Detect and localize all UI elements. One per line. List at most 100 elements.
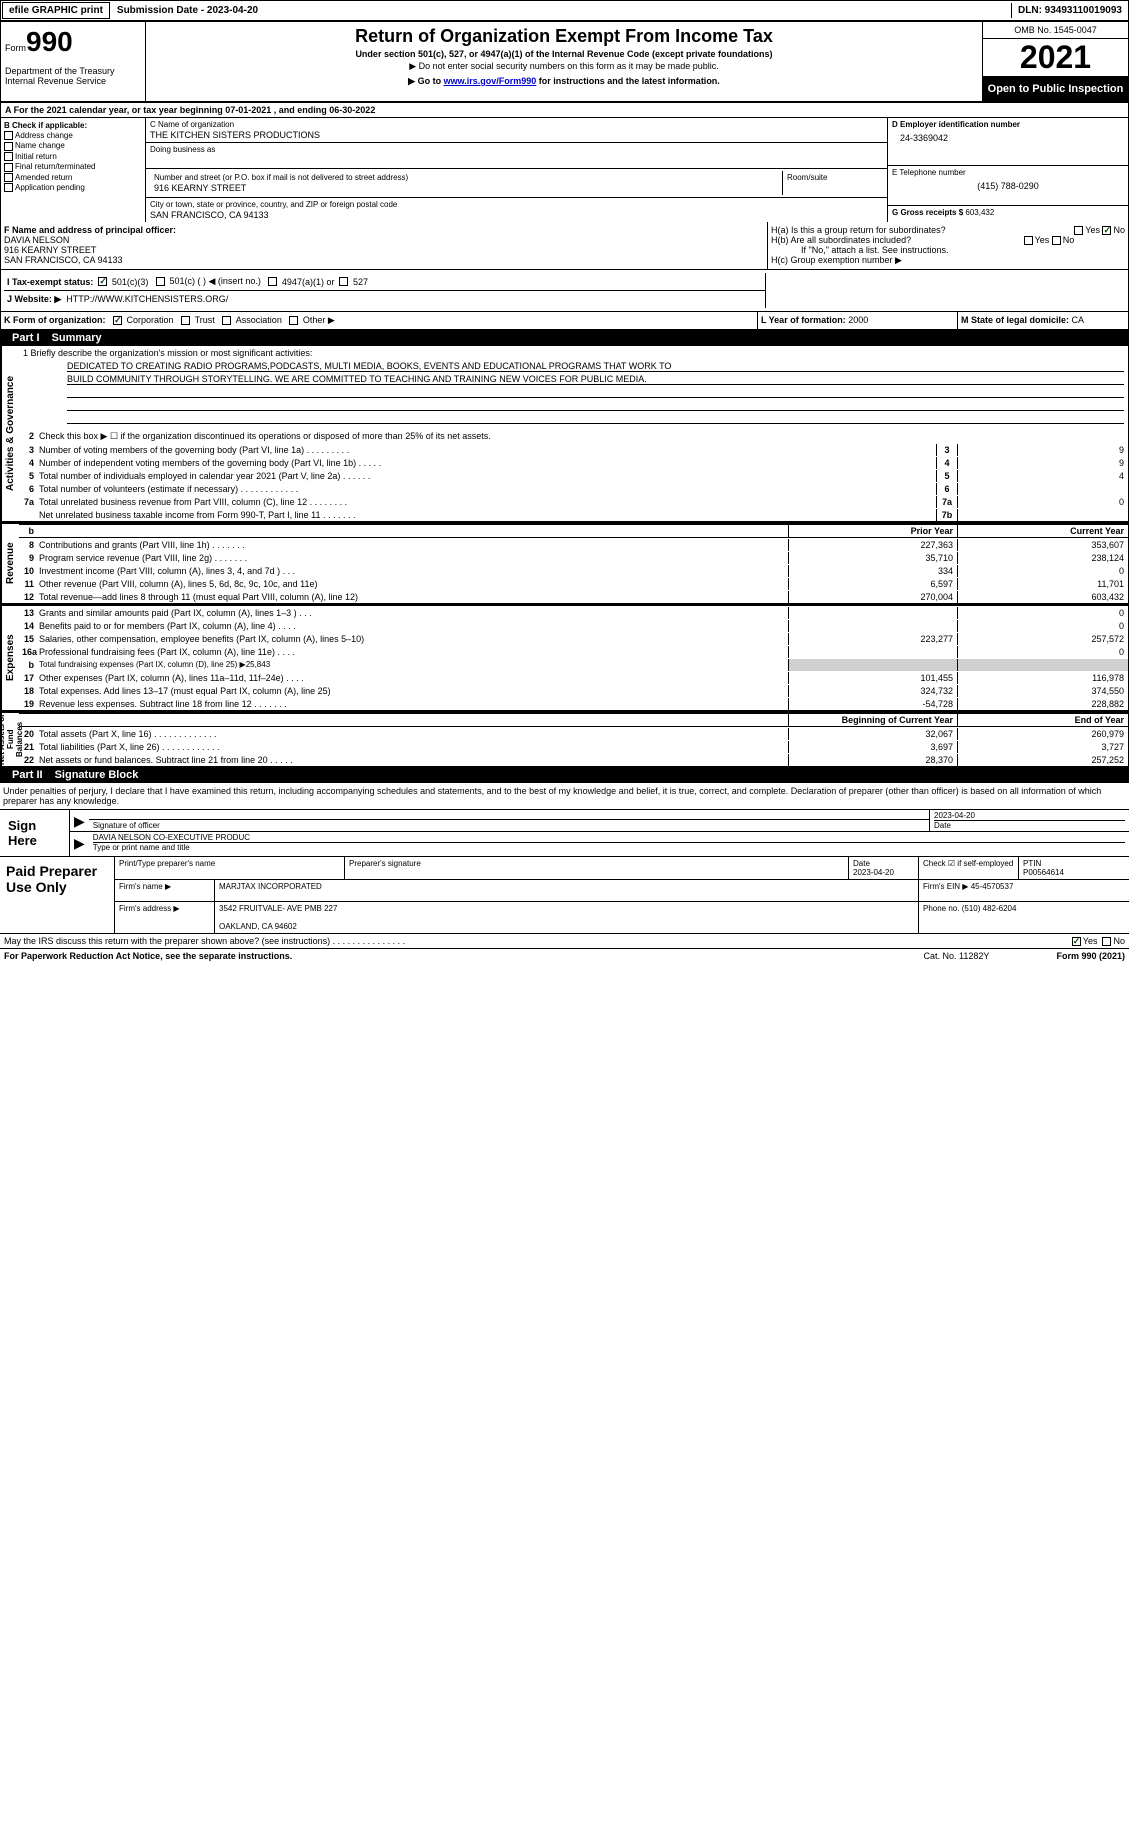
chk-527[interactable] <box>339 277 348 286</box>
I-label: I Tax-exempt status: <box>7 277 93 287</box>
line-6: 6Total number of volunteers (estimate if… <box>19 482 1128 495</box>
chk-501c[interactable] <box>156 277 165 286</box>
sidelabel-na: Net Assets or Fund Balances <box>1 713 19 766</box>
form-header: Form990 Department of the Treasury Inter… <box>0 21 1129 102</box>
part1-na: Net Assets or Fund Balances Beginning of… <box>0 711 1129 767</box>
M-label: M State of legal domicile: <box>961 315 1069 325</box>
Hb-note: If "No," attach a list. See instructions… <box>771 245 1125 255</box>
Hb-yes[interactable] <box>1024 236 1033 245</box>
line-18: 18Total expenses. Add lines 13–17 (must … <box>19 684 1128 697</box>
sig-declaration: Under penalties of perjury, I declare th… <box>0 783 1129 810</box>
sidelabel-exp: Expenses <box>1 606 19 710</box>
J-label: J Website: ▶ <box>7 294 61 304</box>
paid-row3: Firm's address ▶ 3542 FRUITVALE- AVE PMB… <box>115 902 1129 933</box>
year-formation: 2000 <box>848 315 868 325</box>
open-to-public: Open to Public Inspection <box>983 77 1128 101</box>
Ha-yes[interactable] <box>1074 226 1083 235</box>
Hb-no[interactable] <box>1052 236 1061 245</box>
row-KLM: K Form of organization: Corporation Trus… <box>0 312 1129 330</box>
mission-line1: DEDICATED TO CREATING RADIO PROGRAMS,POD… <box>67 361 1124 372</box>
line-10: 10Investment income (Part VIII, column (… <box>19 564 1128 577</box>
subtitle-3: ▶ Go to www.irs.gov/Form990 for instruct… <box>150 76 978 87</box>
discuss-no[interactable] <box>1102 937 1111 946</box>
sig-name-lbl: Type or print name and title <box>93 842 1125 852</box>
line-21: 21Total liabilities (Part X, line 26) . … <box>19 740 1128 753</box>
efile-bar: efile GRAPHIC print Submission Date - 20… <box>0 0 1129 21</box>
sig-date-lbl: Date <box>934 820 1125 830</box>
org-name: C Name of organizationTHE KITCHEN SISTER… <box>146 118 887 143</box>
line-9: 9Program service revenue (Part VIII, lin… <box>19 551 1128 564</box>
row-IJ: I Tax-exempt status: 501(c)(3) 501(c) ( … <box>0 270 1129 312</box>
mission-line5 <box>67 413 1124 424</box>
chk-501c3[interactable] <box>98 277 107 286</box>
omb: OMB No. 1545-0047 <box>983 22 1128 39</box>
row-FH: F Name and address of principal officer:… <box>0 222 1129 270</box>
sidelabel-ag: Activities & Governance <box>1 346 19 521</box>
state: CA <box>1072 315 1085 325</box>
chk-other[interactable] <box>289 316 298 325</box>
discuss-yes[interactable] <box>1072 937 1081 946</box>
mission-label: 1 Briefly describe the organization's mi… <box>19 346 1128 360</box>
Ha-no[interactable] <box>1102 226 1111 235</box>
efile-print-btn[interactable]: efile GRAPHIC print <box>2 2 110 19</box>
line-20: 20Total assets (Part X, line 16) . . . .… <box>19 727 1128 740</box>
line-11: 11Other revenue (Part VIII, column (A), … <box>19 577 1128 590</box>
paid-row2: Firm's name ▶ MARJTAX INCORPORATED Firm'… <box>115 880 1129 902</box>
line-14: 14Benefits paid to or for members (Part … <box>19 619 1128 632</box>
line-15: 15Salaries, other compensation, employee… <box>19 632 1128 645</box>
chk-corp[interactable] <box>113 316 122 325</box>
chk-address[interactable]: Address change <box>4 131 142 140</box>
chk-name[interactable]: Name change <box>4 141 142 150</box>
chk-final[interactable]: Final return/terminated <box>4 162 142 171</box>
arrow-icon: ▶ <box>70 834 89 853</box>
sign-here: Sign Here ▶ Signature of officer 2023-04… <box>0 810 1129 857</box>
sig-name: DAVIA NELSON CO-EXECUTIVE PRODUC <box>93 833 1125 842</box>
line-2: 2Check this box ▶ ☐ if the organization … <box>19 429 1128 443</box>
Hb: H(b) Are all subordinates included? Yes … <box>771 235 1125 245</box>
ein: D Employer identification number24-33690… <box>888 118 1128 166</box>
section-BCDEG: B Check if applicable: Address change Na… <box>0 118 1129 222</box>
sig-date-val: 2023-04-20 <box>934 811 1125 820</box>
line-: Net unrelated business taxable income fr… <box>19 508 1128 521</box>
tax-year: 2021 <box>983 39 1128 77</box>
line-22: 22Net assets or fund balances. Subtract … <box>19 753 1128 766</box>
dba: Doing business as <box>146 143 887 169</box>
na-colhdr: Beginning of Current Year End of Year <box>19 713 1128 727</box>
line-19: 19Revenue less expenses. Subtract line 1… <box>19 697 1128 710</box>
line-4: 4Number of independent voting members of… <box>19 456 1128 469</box>
chk-4947[interactable] <box>268 277 277 286</box>
sidelabel-rev: Revenue <box>1 524 19 603</box>
chk-initial[interactable]: Initial return <box>4 152 142 161</box>
footer: For Paperwork Reduction Act Notice, see … <box>0 949 1129 963</box>
row-A: A For the 2021 calendar year, or tax yea… <box>0 102 1129 118</box>
subtitle-2: ▶ Do not enter social security numbers o… <box>150 61 978 72</box>
form-title: Return of Organization Exempt From Incom… <box>150 26 978 47</box>
line-b: bTotal fundraising expenses (Part IX, co… <box>19 658 1128 671</box>
part2-header: Part IISignature Block <box>0 767 1129 783</box>
paid-label: Paid Preparer Use Only <box>0 857 115 933</box>
part1-header: Part ISummary <box>0 330 1129 346</box>
street: Number and street (or P.O. box if mail i… <box>146 169 887 198</box>
chk-amended[interactable]: Amended return <box>4 173 142 182</box>
mission-line4 <box>67 400 1124 411</box>
form-number: Form990 <box>5 26 141 58</box>
sig-officer: Signature of officer <box>89 819 929 831</box>
chk-pending[interactable]: Application pending <box>4 183 142 192</box>
chk-trust[interactable] <box>181 316 190 325</box>
line-13: 13Grants and similar amounts paid (Part … <box>19 606 1128 619</box>
L-label: L Year of formation: <box>761 315 846 325</box>
website: HTTP://WWW.KITCHENSISTERS.ORG/ <box>66 294 228 304</box>
officer-name: DAVIA NELSON <box>4 235 69 245</box>
paid-row1: Print/Type preparer's name Preparer's si… <box>115 857 1129 880</box>
K-label: K Form of organization: <box>4 315 106 325</box>
dept: Department of the Treasury Internal Reve… <box>5 66 141 86</box>
irs-link[interactable]: www.irs.gov/Form990 <box>444 76 537 86</box>
mission-line3 <box>67 387 1124 398</box>
subtitle-1: Under section 501(c), 527, or 4947(a)(1)… <box>150 49 978 59</box>
arrow-icon: ▶ <box>70 812 89 831</box>
mission-line2: BUILD COMMUNITY THROUGH STORYTELLING. WE… <box>67 374 1124 385</box>
Ha: H(a) Is this a group return for subordin… <box>771 225 1125 235</box>
chk-assoc[interactable] <box>222 316 231 325</box>
sign-here-label: Sign Here <box>0 810 70 856</box>
dln: DLN: 93493110019093 <box>1012 3 1128 18</box>
